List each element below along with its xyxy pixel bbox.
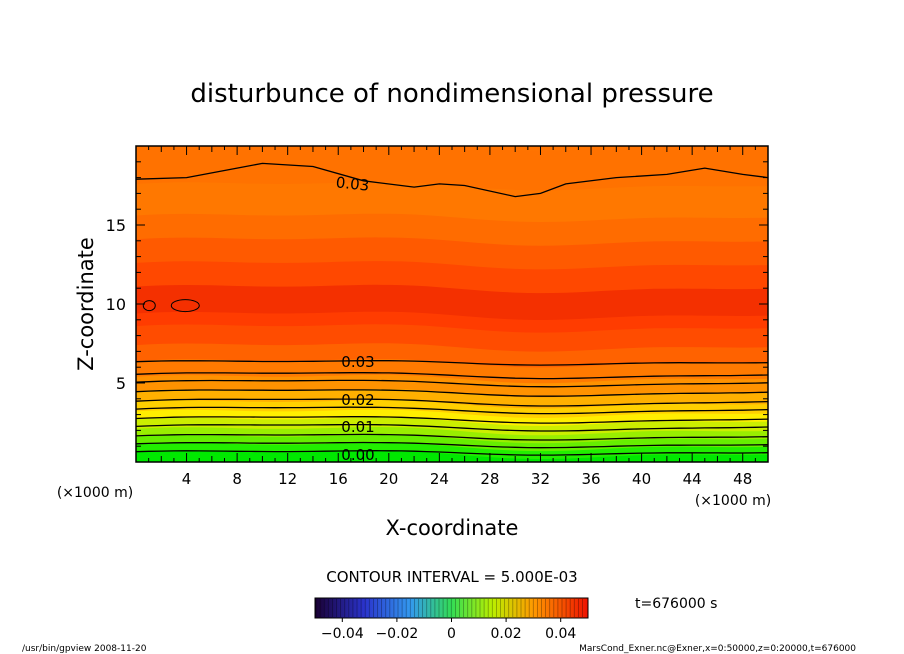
y-axis-label: Z-coordinate	[74, 237, 98, 371]
footer-right: MarsCond_Exner.nc@Exner,x=0:50000,z=0:20…	[579, 644, 856, 654]
x-tick-label: 40	[632, 470, 651, 488]
contour-label-002: 0.02	[341, 391, 374, 409]
x-tick-label: 44	[683, 470, 702, 488]
x-tick-label: 16	[329, 470, 348, 488]
colorbar-ticks: −0.04 −0.02 0 0.02 0.04	[321, 618, 576, 642]
time-text: t=676000 s	[635, 596, 717, 612]
chart-title: disturbunce of nondimensional pressure	[190, 79, 713, 109]
contour-line	[136, 372, 768, 380]
colorbar-stripes	[315, 599, 583, 617]
contour-label-top: 0.03	[335, 173, 370, 194]
contour-line	[136, 416, 768, 424]
x-tick-label: 24	[430, 470, 449, 488]
x-tick-label: 4	[182, 470, 192, 488]
x-axis-ticks: 4 8 12 16 20 24 28 32 36 40 44 48	[135, 146, 769, 488]
contour-label-003: 0.03	[341, 353, 374, 371]
x-axis-label: X-coordinate	[386, 516, 519, 540]
x-tick-label: 28	[480, 470, 499, 488]
contour-line	[136, 423, 768, 432]
contour-loop	[170, 299, 200, 313]
contour-line	[136, 360, 768, 366]
x-tick-label: 48	[733, 470, 752, 488]
colorbar-tick-label: 0.04	[545, 626, 576, 642]
x-tick-label: 36	[581, 470, 600, 488]
colorbar-tick-label: −0.04	[321, 626, 364, 642]
contour-label-000: 0.00	[341, 446, 374, 464]
contour-line	[136, 379, 768, 388]
contour-labels: 0.03 0.03 0.02 0.01 0.00	[335, 173, 375, 464]
y-axis-ticks: 5 10 15	[106, 145, 768, 463]
colorbar-tick-label: 0.02	[491, 626, 522, 642]
contour-line	[136, 398, 768, 407]
color-band	[136, 450, 768, 462]
contour-line	[136, 450, 768, 456]
plot-area	[136, 146, 768, 462]
contour-line	[136, 389, 768, 397]
contour-label-001: 0.01	[341, 418, 374, 436]
colorbar-tick-label: 0	[447, 626, 456, 642]
x-unit-label: (×1000 m)	[695, 493, 771, 509]
y-tick-label: 15	[106, 216, 126, 235]
y-tick-label: 10	[106, 295, 126, 314]
colorbar-tick-label: −0.02	[375, 626, 418, 642]
x-tick-label: 8	[232, 470, 242, 488]
x-tick-label: 20	[379, 470, 398, 488]
color-bands	[136, 146, 768, 462]
contour-loop	[142, 300, 156, 312]
contour-interval-text: CONTOUR INTERVAL = 5.000E-03	[326, 568, 577, 586]
colorbar: −0.04 −0.02 0 0.02 0.04	[314, 597, 589, 642]
z-unit-label: (×1000 m)	[57, 485, 133, 501]
y-tick-label: 5	[116, 374, 126, 393]
contour-line	[136, 406, 768, 415]
contour-lines	[136, 162, 768, 456]
x-tick-label: 12	[278, 470, 297, 488]
x-tick-label: 32	[531, 470, 550, 488]
contour-line	[136, 441, 768, 449]
footer-left: /usr/bin/gpview 2008-11-20	[22, 644, 147, 654]
contour-line-top	[136, 162, 768, 198]
contour-line	[136, 433, 768, 441]
